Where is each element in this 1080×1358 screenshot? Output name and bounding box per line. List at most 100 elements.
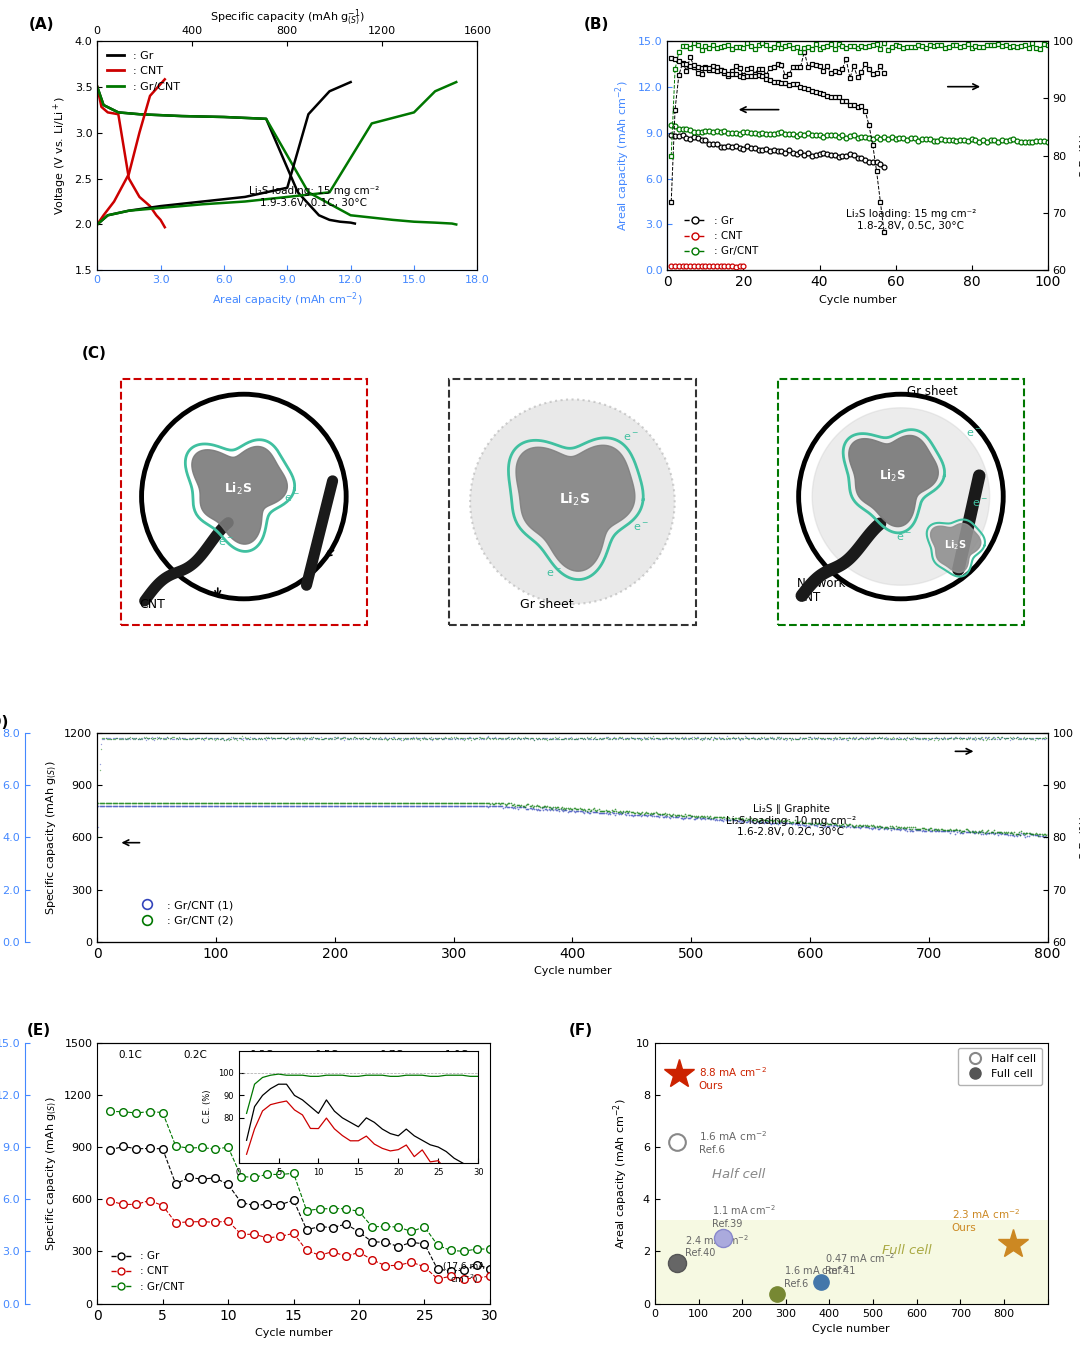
Point	[552, 799, 569, 820]
Point	[835, 728, 852, 750]
Point	[108, 728, 125, 750]
Point	[583, 727, 600, 748]
Point	[885, 818, 902, 839]
Point	[821, 728, 838, 750]
Point	[607, 728, 624, 750]
Point	[838, 815, 855, 837]
Point	[634, 728, 651, 750]
Point	[434, 728, 451, 750]
Point	[795, 813, 813, 835]
Point	[187, 792, 204, 813]
Point	[359, 729, 376, 751]
Point	[359, 796, 376, 818]
Point	[525, 727, 542, 748]
Point	[929, 727, 946, 748]
Point	[1024, 823, 1041, 845]
Point	[599, 727, 617, 748]
Point	[375, 728, 392, 750]
Point	[400, 796, 417, 818]
Point	[795, 728, 813, 750]
Point	[805, 813, 822, 835]
Point	[1012, 728, 1029, 750]
Point	[894, 728, 912, 750]
Point	[289, 792, 307, 813]
Point	[706, 728, 724, 750]
Point	[786, 809, 804, 831]
Point	[618, 728, 635, 750]
Point	[917, 728, 934, 750]
Point	[240, 728, 257, 750]
Point	[892, 818, 909, 839]
Point	[772, 809, 789, 831]
Point	[408, 792, 426, 813]
Point	[852, 727, 869, 748]
Point	[927, 728, 944, 750]
Point	[825, 728, 842, 750]
Point	[825, 815, 842, 837]
Point	[737, 727, 754, 748]
Point	[265, 792, 282, 813]
Point	[449, 728, 467, 750]
Point	[230, 796, 247, 818]
Point	[556, 728, 573, 750]
Point	[363, 796, 380, 818]
Point	[105, 792, 122, 813]
Point	[575, 728, 592, 750]
Point	[438, 792, 456, 813]
Point	[149, 727, 166, 748]
Point	[550, 728, 567, 750]
Point	[321, 792, 338, 813]
Point	[723, 727, 740, 748]
Point	[738, 811, 755, 832]
Point	[892, 728, 909, 750]
Point	[454, 796, 471, 818]
Point	[852, 816, 869, 838]
Point	[486, 727, 503, 748]
Point	[157, 727, 174, 748]
Point	[335, 728, 352, 750]
Point	[813, 815, 831, 837]
Point	[211, 796, 228, 818]
Point	[802, 728, 820, 750]
Point	[826, 813, 843, 835]
Point	[341, 727, 359, 748]
Point	[527, 728, 544, 750]
Point	[944, 819, 961, 841]
Point	[733, 728, 751, 750]
Point	[324, 728, 341, 750]
Point	[999, 822, 1016, 843]
Point	[294, 796, 311, 818]
Point	[119, 728, 136, 750]
Point	[849, 816, 866, 838]
Point	[319, 792, 336, 813]
Point	[681, 727, 699, 748]
Point	[975, 823, 993, 845]
Point	[283, 796, 300, 818]
Point	[730, 808, 747, 830]
Point	[354, 792, 372, 813]
Point	[1001, 729, 1018, 751]
Point	[1029, 824, 1047, 846]
Point	[1031, 728, 1049, 750]
Point	[546, 799, 564, 820]
Point	[413, 792, 430, 813]
Point	[652, 804, 670, 826]
Point	[604, 727, 621, 748]
Point	[774, 727, 792, 748]
Point	[571, 800, 589, 822]
Point	[269, 727, 286, 748]
Point	[922, 818, 940, 839]
Point	[777, 809, 794, 831]
Point	[198, 727, 215, 748]
Point	[551, 728, 568, 750]
Point	[758, 728, 775, 750]
Point	[442, 728, 459, 750]
Point	[802, 813, 820, 835]
Point	[900, 727, 917, 748]
Point	[658, 727, 675, 748]
Point	[552, 797, 569, 819]
Point	[324, 792, 341, 813]
Point	[91, 754, 108, 775]
Point	[893, 819, 910, 841]
Point	[590, 799, 607, 820]
